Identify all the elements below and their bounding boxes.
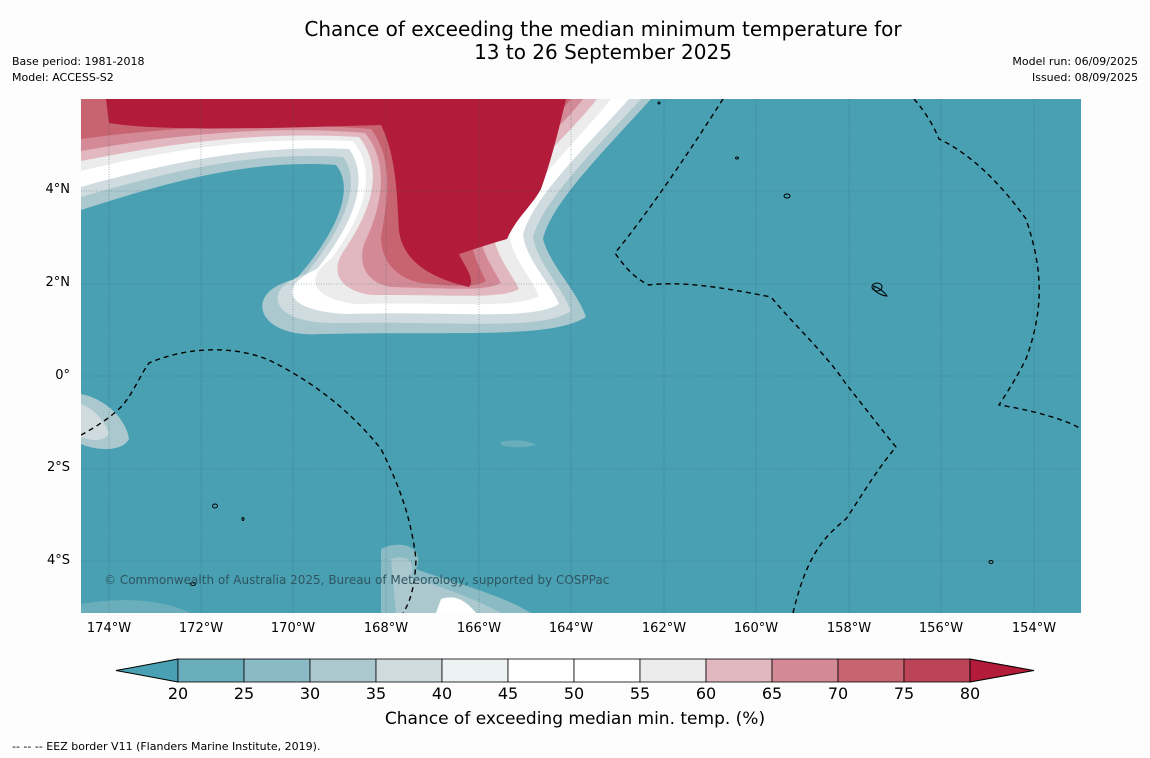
graticule: [81, 99, 1081, 613]
colorbar-tick-label: 30: [299, 684, 321, 703]
colorbar-segment: [375, 658, 443, 683]
lat-label-2n: 2°N: [45, 275, 71, 290]
colorbar-tick-label: 65: [761, 684, 783, 703]
colorbar-tick-label: 45: [497, 684, 519, 703]
lon-label-172w: 172°W: [178, 621, 224, 636]
light-patch-south-core: [436, 597, 476, 613]
colorbar-tick-label: 70: [827, 684, 849, 703]
colorbar-label: Chance of exceeding median min. temp. (%…: [384, 709, 766, 729]
colorbar-segment: [705, 658, 773, 683]
colorbar-arrow-low: [115, 658, 179, 683]
colorbar-segment: [309, 658, 377, 683]
map-canvas: © Commonwealth of Australia 2025, Bureau…: [81, 99, 1081, 613]
lat-label-2s: 2°S: [46, 460, 70, 475]
colorbar-tick-label: 55: [629, 684, 651, 703]
issued-date: Issued: 08/09/2025: [1031, 71, 1138, 84]
lat-label-4n: 4°N: [45, 182, 71, 197]
title-line-2: 13 to 26 September 2025: [474, 40, 732, 64]
colorbar-tick-label: 40: [431, 684, 453, 703]
footnote: -- -- -- EEZ border V11 (Flanders Marine…: [12, 740, 321, 753]
colorbar-tick-label: 50: [563, 684, 585, 703]
light-patch-west-inner: [81, 404, 109, 441]
lat-label-4s: 4°S: [46, 553, 70, 568]
colorbar-tick-label: 60: [695, 684, 717, 703]
lon-label-174w: 174°W: [86, 621, 132, 636]
colorbar-tick-label: 80: [959, 684, 981, 703]
colorbar-segment: [573, 658, 641, 683]
map-title: Chance of exceeding the median minimum t…: [0, 18, 1150, 64]
colorbar-segment: [507, 658, 575, 683]
lon-label-154w: 154°W: [1011, 621, 1057, 636]
colorbar-segment: [177, 658, 245, 683]
lon-label-164w: 164°W: [548, 621, 594, 636]
colorbar-segment: [639, 658, 707, 683]
ocean-base: [81, 99, 1081, 613]
lon-label-170w: 170°W: [270, 621, 316, 636]
islands: [190, 101, 994, 586]
colorbar-tick-label: 75: [893, 684, 915, 703]
meta-left: Base period: 1981-2018 Model: ACCESS-S2: [12, 54, 144, 86]
lon-label-162w: 162°W: [641, 621, 687, 636]
lon-label-158w: 158°W: [826, 621, 872, 636]
lon-label-156w: 156°W: [918, 621, 964, 636]
lat-label-0: 0°: [55, 368, 70, 383]
colorbar-segment: [441, 658, 509, 683]
model-name: Model: ACCESS-S2: [12, 71, 114, 84]
colorbar-arrow-high: [969, 658, 1035, 683]
colorbar-tick-label: 20: [167, 684, 189, 703]
lon-label-160w: 160°W: [733, 621, 779, 636]
map-panel: © Commonwealth of Australia 2025, Bureau…: [81, 99, 1081, 613]
light-patch-south-inner: [391, 557, 501, 613]
colorbar-segment: [903, 658, 971, 683]
colorbar-segment: [837, 658, 905, 683]
copyright-notice: © Commonwealth of Australia 2025, Bureau…: [104, 573, 609, 587]
lon-label-168w: 168°W: [363, 621, 409, 636]
model-run: Model run: 06/09/2025: [1012, 55, 1138, 68]
light-patch-southwest: [81, 600, 191, 613]
eez-borders: [81, 99, 1081, 613]
title-line-1: Chance of exceeding the median minimum t…: [304, 17, 902, 41]
light-patch-center: [501, 440, 536, 448]
lon-label-166w: 166°W: [456, 621, 502, 636]
colorbar-segment: [243, 658, 311, 683]
warm-anomaly-region: [81, 99, 651, 335]
base-period: Base period: 1981-2018: [12, 55, 145, 68]
colorbar-tick-label: 25: [233, 684, 255, 703]
colorbar-tick-label: 35: [365, 684, 387, 703]
meta-right: Model run: 06/09/2025 Issued: 08/09/2025: [1012, 54, 1138, 86]
colorbar-segment: [771, 658, 839, 683]
